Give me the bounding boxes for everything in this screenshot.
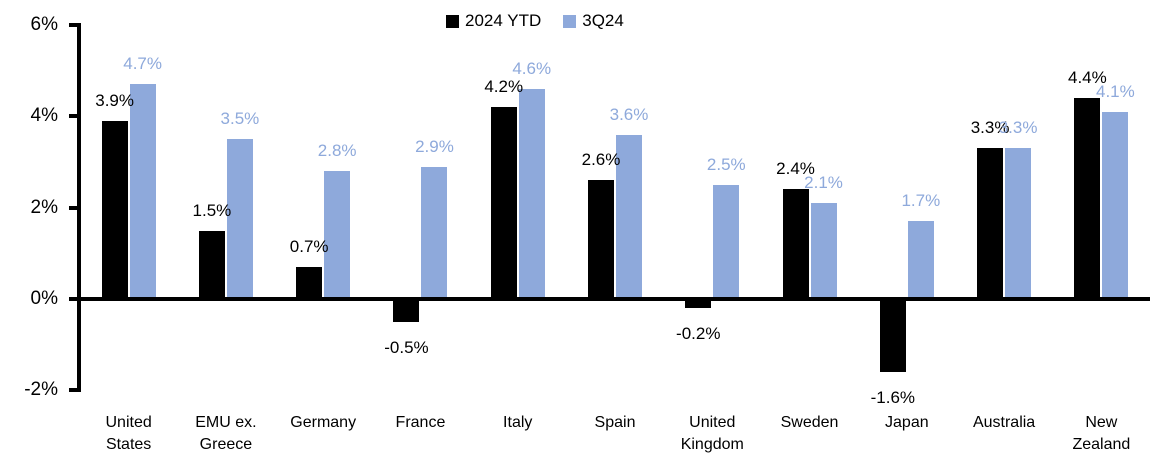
bar-2024-ytd-emu-ex-greece (198, 230, 225, 299)
x-axis-label-australia: Australia (973, 412, 1035, 434)
bar-3q24-australia (1005, 148, 1032, 299)
legend-swatch-icon (446, 14, 459, 28)
x-axis-label-japan: Japan (885, 412, 929, 434)
x-axis-label-line: Zealand (1072, 436, 1131, 453)
x-axis-label-line: Sweden (780, 414, 839, 431)
bar-3q24-france (421, 166, 448, 299)
x-axis-label-line: United (689, 414, 736, 431)
bar-2024-ytd-germany (296, 267, 323, 299)
bar-2024-ytd-japan (879, 299, 906, 373)
y-axis-tick (69, 205, 78, 210)
x-axis-label-line: EMU ex. (195, 414, 257, 431)
data-label-2024-ytd-new-zealand: 4.4% (1067, 68, 1107, 88)
legend-label: 2024 YTD (465, 11, 542, 30)
data-label-3q24-emu-ex-greece: 3.5% (220, 109, 260, 129)
data-label-2024-ytd-australia: 3.3% (970, 118, 1010, 138)
data-label-2024-ytd-france: -0.5% (384, 337, 429, 357)
bar-2024-ytd-new-zealand (1074, 98, 1101, 299)
y-axis-tick-label: -2% (24, 379, 58, 401)
bar-3q24-emu-ex-greece (226, 139, 253, 299)
y-axis-tick (69, 114, 78, 119)
bar-2024-ytd-france (393, 299, 420, 322)
x-axis-label-line: New (1085, 414, 1118, 431)
bar-3q24-spain (616, 134, 642, 299)
bar-3q24-united-kingdom (713, 184, 740, 299)
data-label-2024-ytd-spain: 2.6% (581, 150, 621, 170)
data-label-3q24-sweden: 2.1% (804, 173, 843, 193)
data-label-3q24-japan: 1.7% (901, 191, 941, 211)
x-axis-label-line: Australia (972, 414, 1036, 431)
y-axis-line (77, 23, 81, 392)
y-axis-tick (69, 23, 78, 28)
x-axis-baseline (77, 297, 1150, 301)
x-axis-label-new-zealand: New Zealand (1072, 412, 1130, 456)
bar-3q24-united-states (129, 84, 156, 299)
data-label-2024-ytd-germany: 0.7% (289, 237, 329, 257)
x-axis-label-emu-ex-greece: EMU ex. Greece (195, 412, 256, 456)
x-axis-label-line: France (395, 414, 446, 431)
bar-2024-ytd-united-kingdom (685, 299, 712, 309)
data-label-2024-ytd-emu-ex-greece: 1.5% (192, 200, 232, 220)
y-axis-tick-label: 0% (30, 288, 58, 309)
data-label-2024-ytd-united-states: 3.9% (95, 90, 134, 110)
bar-2024-ytd-australia (977, 148, 1004, 299)
y-axis-tick-label: 2% (30, 196, 58, 218)
data-label-3q24-spain: 3.6% (609, 104, 649, 124)
bar-2024-ytd-italy (490, 107, 517, 299)
x-axis-label-united-kingdom: United Kingdom (681, 412, 744, 456)
y-axis-tick (69, 297, 78, 301)
x-axis-label-united-states: United States (106, 412, 152, 456)
bar-3q24-sweden (810, 203, 837, 299)
data-label-3q24-france: 2.9% (415, 136, 454, 156)
data-label-3q24-united-kingdom: 2.5% (706, 154, 746, 174)
y-axis-tick-label: 6% (30, 14, 58, 36)
data-label-2024-ytd-italy: 4.2% (484, 77, 524, 97)
x-axis-label-france: France (396, 412, 446, 434)
data-label-3q24-new-zealand: 4.1% (1095, 81, 1135, 101)
bar-2024-ytd-united-states (101, 120, 128, 299)
y-axis-tick-label: 4% (30, 105, 58, 127)
bar-3q24-germany (324, 171, 351, 299)
x-axis-label-line: United (105, 414, 152, 431)
bar-2024-ytd-sweden (782, 189, 809, 299)
x-axis-label-line: Kingdom (680, 436, 744, 453)
y-axis-tick (69, 388, 78, 393)
x-axis-label-germany: Germany (290, 412, 356, 434)
x-axis-label-spain: Spain (595, 412, 636, 434)
x-axis-label-line: Greece (199, 436, 253, 453)
x-axis-label-line: Spain (594, 414, 636, 431)
legend-item-3q24: 3Q24 (563, 11, 624, 31)
data-label-3q24-united-states: 4.7% (123, 54, 162, 74)
x-axis-label-line: Germany (290, 414, 357, 431)
x-axis-label-line: Italy (503, 414, 533, 431)
data-label-3q24-australia: 3.3% (998, 118, 1038, 138)
legend-label: 3Q24 (582, 11, 624, 30)
legend-item-2024-ytd: 2024 YTD (446, 11, 541, 31)
data-label-3q24-italy: 4.6% (512, 59, 552, 78)
data-label-3q24-germany: 2.8% (317, 141, 357, 161)
x-axis-label-sweden: Sweden (781, 412, 839, 434)
x-axis-label-line: Japan (885, 414, 929, 431)
x-axis-label-line: States (105, 436, 152, 453)
data-label-2024-ytd-sweden: 2.4% (776, 159, 815, 179)
legend: 2024 YTD 3Q24 (446, 11, 624, 31)
bar-3q24-italy (518, 89, 545, 299)
bar-3q24-new-zealand (1102, 111, 1129, 299)
legend-swatch-icon (563, 14, 577, 28)
bar-2024-ytd-spain (588, 180, 614, 299)
data-label-2024-ytd-japan: -1.6% (870, 388, 916, 408)
data-label-2024-ytd-united-kingdom: -0.2% (676, 324, 721, 344)
x-axis-label-italy: Italy (503, 412, 532, 434)
bar-3q24-japan (907, 221, 934, 299)
